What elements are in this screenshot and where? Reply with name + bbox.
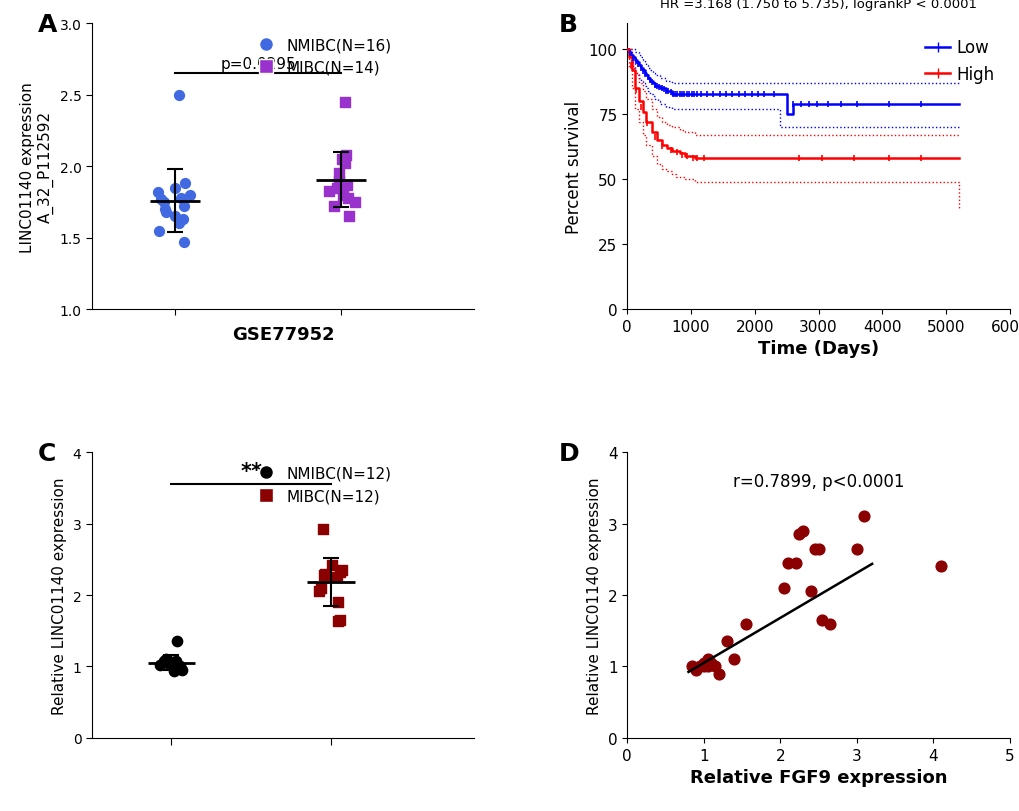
Point [340,192,357,205]
Text: **: ** [239,461,262,481]
Point [173,663,190,676]
Point [152,659,168,672]
Point [165,665,181,678]
Point [313,581,329,594]
Point [691,660,707,673]
Point [326,200,342,213]
Point [157,653,173,666]
Point [167,655,183,668]
Point [726,653,742,666]
Point [329,596,345,609]
Point [334,189,351,202]
Point [710,667,727,680]
Point [340,211,357,224]
Point [314,523,330,536]
Point [331,175,347,188]
Point [334,564,351,577]
Point [813,614,829,627]
Point [153,193,169,206]
Legend: NMIBC(N=16), MIBC(N=14): NMIBC(N=16), MIBC(N=14) [245,32,396,82]
Point [775,581,792,594]
Point [331,566,347,579]
Text: A: A [39,13,57,36]
Point [336,157,353,170]
Y-axis label: LINC01140 expression
A_32_P112592: LINC01140 expression A_32_P112592 [20,82,54,252]
Point [175,200,192,213]
Point [695,657,711,670]
Point [848,543,864,556]
Text: HR =3.168 (1.750 to 5.735), logrankP < 0.0001: HR =3.168 (1.750 to 5.735), logrankP < 0… [659,0,976,11]
Point [158,206,174,219]
Point [338,179,355,192]
Point [150,187,166,200]
Point [160,657,176,670]
Point [791,528,807,541]
Point [311,586,327,599]
X-axis label: Relative FGF9 expression: Relative FGF9 expression [689,768,947,786]
Point [856,510,872,523]
Point [324,559,340,572]
Point [166,211,182,224]
Point [173,192,190,205]
Point [699,660,715,673]
Y-axis label: Percent survival: Percent survival [565,101,583,234]
X-axis label: GSE77952: GSE77952 [231,326,334,344]
Point [780,556,796,569]
Point [170,89,186,102]
Point [331,614,347,627]
Y-axis label: Relative LINC01140 expression: Relative LINC01140 expression [587,477,601,714]
Point [167,182,183,195]
Point [787,556,803,569]
Point [931,560,948,573]
Point [329,616,345,629]
Point [169,635,185,648]
Point [718,635,735,648]
Point [806,543,822,556]
Point [802,586,818,599]
Point [336,97,353,109]
Point [175,213,192,226]
Text: r=0.7899, p<0.0001: r=0.7899, p<0.0001 [732,472,904,490]
Point [346,196,363,209]
Point [157,204,173,217]
Point [175,236,192,249]
Point [737,617,753,630]
Point [177,178,194,191]
Point [330,168,346,181]
Point [695,660,711,673]
Text: D: D [558,441,579,465]
X-axis label: Time (Days): Time (Days) [757,340,878,358]
Y-axis label: Relative LINC01140 expression: Relative LINC01140 expression [52,477,67,714]
Point [329,571,345,584]
Point [684,660,700,673]
Point [316,568,332,581]
Point [321,185,337,198]
Point [703,657,719,670]
Legend: Low, High: Low, High [917,32,1001,90]
Text: B: B [558,13,577,36]
Text: p=0.0295: p=0.0295 [220,57,296,71]
Point [699,653,715,666]
Point [164,656,180,669]
Point [171,217,187,230]
Legend: NMIBC(N=12), MIBC(N=12): NMIBC(N=12), MIBC(N=12) [245,460,396,510]
Title: TCGA-BLCA: TCGA-BLCA [752,0,883,3]
Text: C: C [39,441,57,465]
Point [795,525,811,538]
Point [151,225,167,238]
Point [155,654,171,667]
Point [181,189,198,202]
Point [810,543,826,556]
Point [333,153,350,166]
Point [156,196,172,209]
Point [171,660,187,673]
Point [328,182,344,195]
Point [168,658,184,671]
Point [821,617,838,630]
Point [173,663,190,676]
Point [337,149,354,162]
Point [316,569,332,581]
Point [688,663,704,676]
Point [706,660,722,673]
